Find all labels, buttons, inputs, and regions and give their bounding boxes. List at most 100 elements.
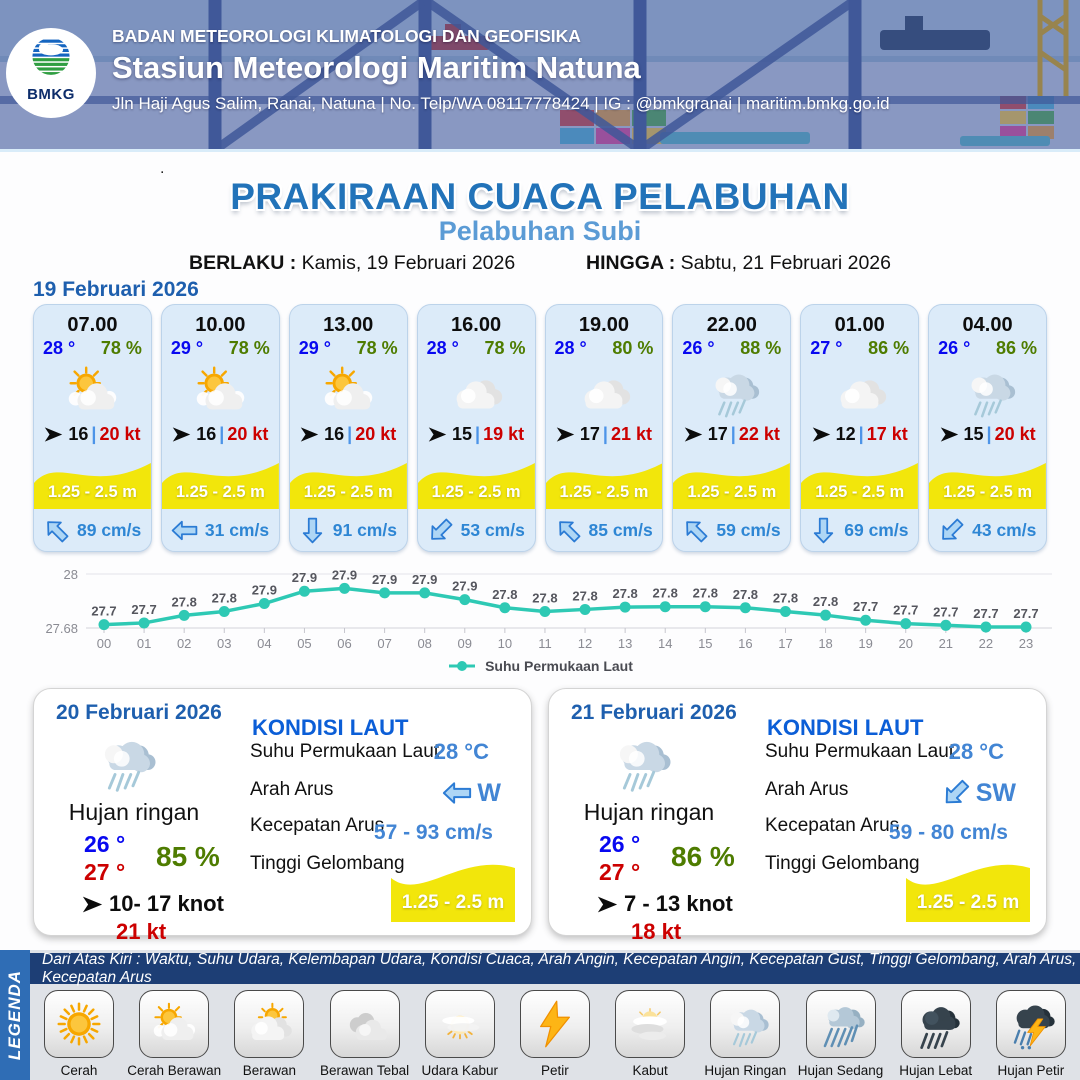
current-speed: 53 cm/s xyxy=(460,520,525,540)
air-temperature: 27 ° xyxy=(810,338,843,358)
wind-speed: 16 xyxy=(68,424,89,444)
wave-band: 1.25 - 2.5 m xyxy=(673,451,791,509)
svg-text:00: 00 xyxy=(97,636,111,651)
svg-text:27.7: 27.7 xyxy=(933,604,958,619)
svg-text:17: 17 xyxy=(778,636,792,651)
legend-icon-box xyxy=(424,990,495,1058)
svg-text:27.9: 27.9 xyxy=(252,583,277,598)
page-title: PRAKIRAAN CUACA PELABUHAN xyxy=(230,176,850,217)
legenda-sidebar: LEGENDA xyxy=(0,950,30,1080)
wave-band: 1.25 - 2.5 m xyxy=(545,451,663,509)
wave-shape xyxy=(161,463,279,509)
kabut-icon xyxy=(623,997,677,1051)
wind-separator: | xyxy=(219,424,225,444)
weather-icon-hujan-ringan xyxy=(699,360,765,422)
bmkg-logo-globe-icon xyxy=(32,37,70,75)
svg-text:27.8: 27.8 xyxy=(693,586,718,601)
wave-band: 1.25 - 2.5 m xyxy=(906,858,1030,922)
weather-icon-hujan-ringan xyxy=(955,360,1021,422)
berlaku-label: BERLAKU : xyxy=(189,252,297,274)
wave-shape xyxy=(391,864,515,922)
svg-text:14: 14 xyxy=(658,636,672,651)
sst-line-chart: 28 27.68 00 01 02 03 04 05 06 07 08 09 10 11 12 13 14 15 1… xyxy=(45,567,1052,651)
berawan-icon xyxy=(242,997,296,1051)
time-label: 01.00 xyxy=(834,314,885,336)
humidity: 80 % xyxy=(612,338,654,358)
svg-text:27.8: 27.8 xyxy=(492,587,517,602)
humidity: 86 % xyxy=(995,338,1037,358)
legend-icon-box xyxy=(995,990,1066,1058)
humidity: 86 % xyxy=(671,841,735,872)
humidity: 88 % xyxy=(740,338,782,358)
sst-value: 28 °C xyxy=(948,739,1004,764)
wind-row: 7 - 13 knot xyxy=(597,891,733,917)
wind-pennant-icon xyxy=(684,425,703,444)
humidity: 78 % xyxy=(100,338,142,358)
wind-separator: | xyxy=(986,424,992,444)
gust-speed: 22 kt xyxy=(738,424,780,444)
time-label: 19.00 xyxy=(578,314,629,336)
svg-text:03: 03 xyxy=(217,636,231,651)
svg-text:27.8: 27.8 xyxy=(532,590,557,605)
current-direction-arrow xyxy=(940,777,972,809)
legend-label: Hujan Sedang xyxy=(797,1063,884,1078)
legend-item: Kabut xyxy=(607,990,693,1078)
svg-text:27.9: 27.9 xyxy=(372,572,397,587)
wind-pennant-icon xyxy=(597,894,618,915)
svg-text:05: 05 xyxy=(297,636,311,651)
daily-card: 21 Februari 2026 Hujan ringan 26 ° 27 ° … xyxy=(548,688,1047,944)
daily-card: 20 Februari 2026 Hujan ringan 26 ° 27 ° … xyxy=(33,688,532,944)
daily-cards-row: 20 Februari 2026 Hujan ringan 26 ° 27 ° … xyxy=(33,688,1047,944)
sst-label: Suhu Permukaan Laut xyxy=(250,741,440,762)
wind-range: 7 - 13 knot xyxy=(624,891,733,916)
current-row: 91 cm/s xyxy=(298,516,397,545)
berlaku-value: Kamis, 19 Februari 2026 xyxy=(301,252,516,274)
hujan-ringan-icon xyxy=(718,997,772,1051)
sst-value: 28 °C xyxy=(433,739,489,764)
svg-text:22: 22 xyxy=(979,636,993,651)
svg-text:27.7: 27.7 xyxy=(973,606,998,621)
sea-condition-title: KONDISI LAUT xyxy=(767,715,924,740)
legend-label: Hujan Ringan xyxy=(704,1063,787,1078)
time-label: 22.00 xyxy=(706,314,757,336)
legenda-label: LEGENDA xyxy=(5,969,24,1061)
current-row: 53 cm/s xyxy=(426,516,525,545)
berawan-tebal-icon xyxy=(338,997,392,1051)
current-speed: 69 cm/s xyxy=(844,520,909,540)
legend-icon-box xyxy=(519,990,590,1058)
time-label: 07.00 xyxy=(67,314,118,336)
current-direction-arrow xyxy=(441,777,473,809)
air-temperature: 29 ° xyxy=(170,338,204,358)
hourly-card: 01.00 27 ° 86 % 12 | 17 kt 1.25 - 2.5 m 6… xyxy=(800,304,920,552)
temp-min: 26 ° xyxy=(84,831,126,857)
weather-icon-cerah-berawan xyxy=(187,360,253,422)
legend-label: Udara Kabur xyxy=(421,1063,499,1078)
port-name: Pelabuhan Subi xyxy=(438,216,642,246)
svg-text:02: 02 xyxy=(177,636,191,651)
air-temperature: 29 ° xyxy=(298,338,331,358)
svg-text:27.9: 27.9 xyxy=(292,570,317,585)
current-direction-arrow xyxy=(681,516,710,545)
chart-legend-marker-icon xyxy=(449,661,476,671)
wind-pennant-icon xyxy=(812,425,831,444)
wind-pennant-icon xyxy=(172,425,191,444)
sst-label: Suhu Permukaan Laut xyxy=(765,741,955,762)
legend-label: Berawan Tebal xyxy=(320,1063,410,1078)
legend-item: Berawan xyxy=(226,990,312,1078)
humidity: 86 % xyxy=(868,338,910,358)
current-direction-arrow xyxy=(170,516,199,545)
current-direction-value: SW xyxy=(975,778,1016,807)
svg-text:01: 01 xyxy=(137,636,151,651)
wave-band: 1.25 - 2.5 m xyxy=(801,451,919,509)
time-label: 04.00 xyxy=(962,314,1013,336)
legend-label: Hujan Lebat xyxy=(899,1063,973,1078)
cerah-icon xyxy=(52,997,106,1051)
gust-speed: 19 kt xyxy=(483,424,525,444)
legend-icon-box xyxy=(44,990,114,1058)
hujan-lebat-icon xyxy=(909,997,963,1051)
wave-height: 1.25 - 2.5 m xyxy=(303,483,393,501)
svg-text:27.7: 27.7 xyxy=(91,604,116,619)
legend-icon-box xyxy=(615,990,686,1058)
wind-pennant-icon xyxy=(300,425,319,444)
